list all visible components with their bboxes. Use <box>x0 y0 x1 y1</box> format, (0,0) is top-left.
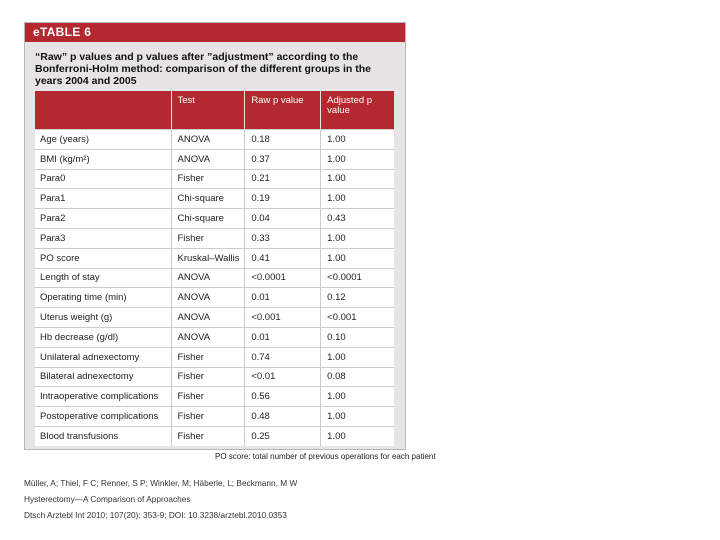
cell-adjusted-p: 1.00 <box>320 227 394 249</box>
table-row: PO score Kruskal–Wallis 0.41 1.00 <box>35 247 394 269</box>
cell-adjusted-p: 1.00 <box>320 188 394 209</box>
cell-raw-p: 0.41 <box>244 247 321 269</box>
cell-test: Fisher <box>170 366 245 387</box>
cell-raw-p: 0.21 <box>244 168 321 189</box>
cell-test: Fisher <box>170 406 245 427</box>
cell-raw-p: 0.01 <box>244 287 321 308</box>
header-raw-p: Raw p value <box>244 91 321 130</box>
citation: Müller, A; Thiel, F C; Renner, S P; Wink… <box>24 475 297 523</box>
cell-raw-p: <0.01 <box>244 366 321 387</box>
cell-adjusted-p: 0.10 <box>320 326 394 348</box>
table-label: eTABLE 6 <box>25 23 405 42</box>
cell-variable: BMI (kg/m²) <box>35 148 171 170</box>
citation-authors: Müller, A; Thiel, F C; Renner, S P; Wink… <box>24 478 298 488</box>
cell-adjusted-p: 0.12 <box>320 287 394 308</box>
table-row: Intraoperative complications Fisher 0.56 1.… <box>35 386 394 407</box>
table-row: Hb decrease (g/dl) ANOVA 0.01 0.10 <box>35 326 394 348</box>
table-row: Para3 Fisher 0.33 1.00 <box>35 227 394 249</box>
cell-adjusted-p: 1.00 <box>320 148 394 170</box>
cell-raw-p: 0.37 <box>244 148 321 170</box>
cell-adjusted-p: 1.00 <box>320 425 394 446</box>
cell-variable: Intraoperative complications <box>35 386 171 407</box>
header-adjusted-p: Adjusted p value <box>320 91 394 130</box>
cell-test: ANOVA <box>170 326 245 348</box>
table-row: Uterus weight (g) ANOVA <0.001 <0.001 <box>35 307 394 328</box>
table-row: Unilateral adnexectomy Fisher 0.74 1.00 <box>35 346 394 368</box>
table-row: Para0 Fisher 0.21 1.00 <box>35 168 394 189</box>
cell-adjusted-p: 1.00 <box>320 129 394 150</box>
table-row: Age (years) ANOVA 0.18 1.00 <box>35 129 394 150</box>
cell-test: Chi-square <box>170 188 245 209</box>
table-row: Para2 Chi-square 0.04 0.43 <box>35 208 394 229</box>
table-row: Blood transfusions Fisher 0.25 1.00 <box>35 425 394 446</box>
cell-test: Fisher <box>170 425 245 446</box>
cell-test: Fisher <box>170 386 245 407</box>
cell-variable: Unilateral adnexectomy <box>35 346 171 368</box>
cell-raw-p: 0.18 <box>244 129 321 150</box>
header-test: Test <box>170 91 245 130</box>
table-row: Bilateral adnexectomy Fisher <0.01 0.08 <box>35 366 394 387</box>
cell-variable: Blood transfusions <box>35 425 171 446</box>
results-table: Test Raw p value Adjusted p value Age (y… <box>35 91 394 446</box>
cell-raw-p: 0.19 <box>244 188 321 209</box>
cell-raw-p: 0.04 <box>244 208 321 229</box>
citation-source: Dtsch Arztebl Int 2010; 107(20): 353-9; … <box>24 510 287 520</box>
citation-title: Hysterectomy—A Comparison of Approaches <box>24 494 191 504</box>
cell-variable: Postoperative complications <box>35 406 171 427</box>
cell-test: ANOVA <box>170 307 245 328</box>
cell-raw-p: 0.25 <box>244 425 321 446</box>
table-row: Postoperative complications Fisher 0.48 1.0… <box>35 406 394 427</box>
cell-variable: Length of stay <box>35 267 171 288</box>
table-header-row: Test Raw p value Adjusted p value <box>35 91 394 130</box>
cell-variable: Operating time (min) <box>35 287 171 308</box>
cell-raw-p: <0.001 <box>244 307 321 328</box>
cell-raw-p: 0.74 <box>244 346 321 368</box>
cell-adjusted-p: <0.001 <box>320 307 394 328</box>
cell-raw-p: 0.56 <box>244 386 321 407</box>
table-footnote: PO score: total number of previous opera… <box>215 452 436 461</box>
cell-test: Chi-square <box>170 208 245 229</box>
cell-adjusted-p: <0.0001 <box>320 267 394 288</box>
cell-test: ANOVA <box>170 148 245 170</box>
table-caption: “Raw” p values and p values after ”adjus… <box>35 51 371 87</box>
table-row: Length of stay ANOVA <0.0001 <0.0001 <box>35 267 394 288</box>
cell-variable: Para0 <box>35 168 171 189</box>
cell-variable: Age (years) <box>35 129 171 150</box>
cell-variable: Para1 <box>35 188 171 209</box>
table-row: BMI (kg/m²) ANOVA 0.37 1.00 <box>35 148 394 170</box>
cell-test: ANOVA <box>170 267 245 288</box>
table-row: Para1 Chi-square 0.19 1.00 <box>35 188 394 209</box>
cell-adjusted-p: 1.00 <box>320 406 394 427</box>
cell-raw-p: 0.33 <box>244 227 321 249</box>
cell-raw-p: 0.48 <box>244 406 321 427</box>
cell-adjusted-p: 1.00 <box>320 168 394 189</box>
cell-adjusted-p: 0.08 <box>320 366 394 387</box>
cell-variable: Uterus weight (g) <box>35 307 171 328</box>
cell-variable: Para2 <box>35 208 171 229</box>
cell-variable: Para3 <box>35 227 171 249</box>
cell-variable: PO score <box>35 247 171 269</box>
cell-variable: Bilateral adnexectomy <box>35 366 171 387</box>
cell-adjusted-p: 0.43 <box>320 208 394 229</box>
table-figure: eTABLE 6 “Raw” p values and p values aft… <box>24 22 406 450</box>
cell-adjusted-p: 1.00 <box>320 247 394 269</box>
cell-test: ANOVA <box>170 287 245 308</box>
cell-test: Fisher <box>170 168 245 189</box>
table-row: Operating time (min) ANOVA 0.01 0.12 <box>35 287 394 308</box>
cell-adjusted-p: 1.00 <box>320 386 394 407</box>
cell-test: ANOVA <box>170 129 245 150</box>
header-variable <box>35 91 171 130</box>
cell-test: Fisher <box>170 227 245 249</box>
cell-adjusted-p: 1.00 <box>320 346 394 368</box>
cell-test: Kruskal–Wallis <box>170 247 245 269</box>
cell-raw-p: 0.01 <box>244 326 321 348</box>
cell-raw-p: <0.0001 <box>244 267 321 288</box>
cell-variable: Hb decrease (g/dl) <box>35 326 171 348</box>
cell-test: Fisher <box>170 346 245 368</box>
